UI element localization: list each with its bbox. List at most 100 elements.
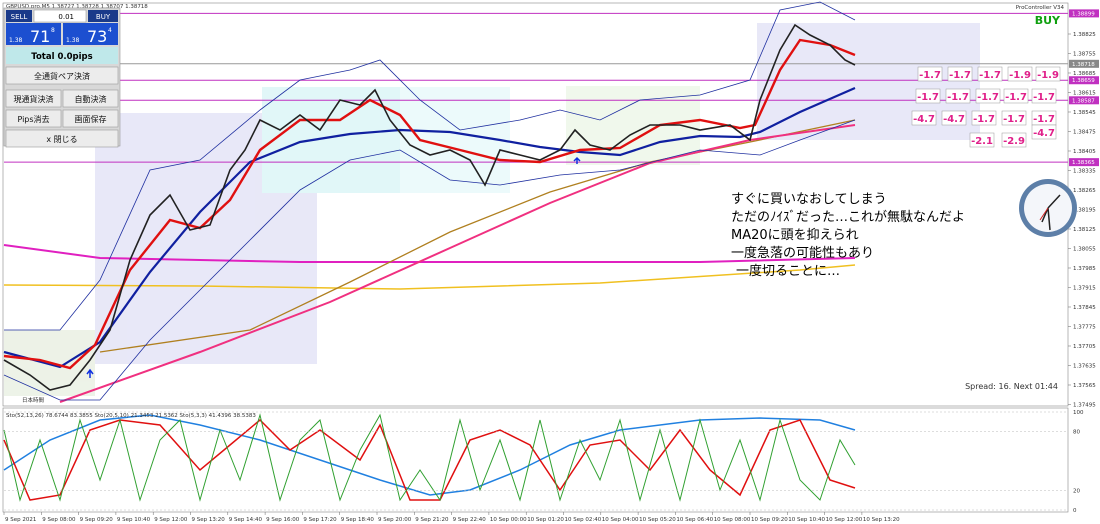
time-tick-label: 9 Sep 22:40 bbox=[453, 517, 487, 523]
pips-box bbox=[1031, 88, 1057, 104]
panel-button[interactable] bbox=[5, 109, 62, 128]
pips-value: -4.7 bbox=[913, 114, 935, 125]
lot-input[interactable] bbox=[33, 9, 87, 23]
time-tick-label: 9 Sep 2021 bbox=[5, 517, 36, 523]
panel-button-label: 現通貨決済 bbox=[14, 94, 54, 104]
time-tick-label: 10 Sep 12:00 bbox=[826, 517, 863, 523]
buy-button[interactable] bbox=[88, 10, 118, 22]
zone bbox=[262, 87, 400, 193]
level-tag-label: 1.38365 bbox=[1072, 160, 1095, 166]
price-tick-label: 1.37705 bbox=[1073, 344, 1096, 350]
pips-value: -4.7 bbox=[943, 114, 965, 125]
time-tick-label: 9 Sep 12:00 bbox=[154, 517, 188, 523]
buy-arrow bbox=[573, 156, 581, 164]
zone bbox=[400, 87, 510, 193]
pips-box bbox=[1035, 66, 1061, 82]
pips-box bbox=[911, 110, 937, 126]
pips-value: -1.7 bbox=[973, 114, 995, 125]
ask-sup: 4 bbox=[108, 27, 112, 34]
price-tick-label: 1.38755 bbox=[1073, 51, 1096, 57]
pips-value: -1.7 bbox=[1003, 114, 1025, 125]
level-tag-label: 1.38718 bbox=[1072, 62, 1095, 68]
osc-tick-label: 0 bbox=[1073, 508, 1077, 514]
time-tick-label: 9 Sep 13:20 bbox=[192, 517, 226, 523]
time-tick-label: 9 Sep 20:00 bbox=[378, 517, 412, 523]
price-line bbox=[3, 23, 856, 391]
pips-value: -1.7 bbox=[977, 92, 999, 103]
panel-button[interactable] bbox=[5, 129, 119, 148]
oscillator-lines bbox=[3, 413, 856, 502]
pips-box bbox=[917, 66, 943, 82]
level-tag-label: 1.38899 bbox=[1072, 11, 1095, 17]
annotation-line: MA20に頭を抑えられ bbox=[731, 228, 859, 243]
symbol-info: GBPUSD.pro,M5 1.38727 1.38728 1.38707 1.… bbox=[6, 4, 148, 10]
lot-value: 0.01 bbox=[58, 13, 74, 21]
pips-box bbox=[969, 132, 995, 148]
pips-value: -1.7 bbox=[919, 70, 941, 81]
level-tag-label: 1.38659 bbox=[1072, 78, 1095, 84]
oscillator-pane bbox=[2, 407, 1069, 513]
oscillator-header: Sto(52,13,26) 78.6744 83.3855 Sto(20,5,1… bbox=[6, 413, 256, 419]
indicators bbox=[3, 1, 856, 403]
panel-button-label: 全通貨ペア決済 bbox=[34, 71, 90, 81]
pips-value: -1.7 bbox=[979, 70, 1001, 81]
time-tick-label: 10 Sep 01:20 bbox=[527, 517, 564, 523]
pips-value: -1.7 bbox=[949, 70, 971, 81]
ask-box[interactable] bbox=[63, 23, 118, 45]
osc-tick-label: 80 bbox=[1073, 430, 1080, 436]
pips-value: -1.7 bbox=[1033, 92, 1055, 103]
pips-value: -1.7 bbox=[1033, 114, 1055, 125]
timezone-label: 日本時間 bbox=[22, 396, 45, 404]
ma-yellow bbox=[3, 264, 856, 290]
level-tag bbox=[1069, 76, 1099, 85]
pips-value: -1.7 bbox=[947, 92, 969, 103]
buy-label: BUY bbox=[96, 13, 111, 21]
time-tick-label: 9 Sep 08:00 bbox=[42, 517, 76, 523]
indicator-name: ProController V34 bbox=[1016, 5, 1065, 11]
panel-button[interactable] bbox=[5, 66, 119, 85]
panel-button-label: 画面保存 bbox=[75, 114, 107, 124]
sto-slow bbox=[3, 414, 856, 496]
pips-value: -2.9 bbox=[1003, 136, 1025, 147]
price-tick-label: 1.38825 bbox=[1073, 32, 1096, 38]
panel-button-label: Pips消去 bbox=[17, 114, 49, 124]
panel-button[interactable] bbox=[62, 89, 119, 108]
panel-button-label: 自動決済 bbox=[75, 94, 107, 104]
signal: BUY bbox=[1035, 14, 1061, 27]
time-tick-label: 10 Sep 09:20 bbox=[751, 517, 788, 523]
panel-button[interactable] bbox=[5, 89, 62, 108]
pips-value: -1.7 bbox=[1005, 92, 1027, 103]
time-tick-label: 9 Sep 09:20 bbox=[80, 517, 114, 523]
price-tick-label: 1.38335 bbox=[1073, 168, 1096, 174]
time-tick-label: 10 Sep 13:20 bbox=[863, 517, 900, 523]
price-tick-label: 1.37495 bbox=[1073, 402, 1096, 408]
price-tick-label: 1.38615 bbox=[1073, 90, 1096, 96]
time-tick-label: 10 Sep 04:00 bbox=[602, 517, 639, 523]
time-tick-label: 10 Sep 10:40 bbox=[788, 517, 825, 523]
ma-pink bbox=[59, 124, 856, 403]
panel-button[interactable] bbox=[62, 109, 119, 128]
price-tick-label: 1.38195 bbox=[1073, 207, 1096, 213]
pips-box bbox=[1031, 124, 1057, 140]
price-tick-label: 1.37985 bbox=[1073, 266, 1096, 272]
price-tick-label: 1.38545 bbox=[1073, 110, 1096, 116]
time-tick-label: 10 Sep 02:40 bbox=[565, 517, 602, 523]
time-tick-label: 9 Sep 16:00 bbox=[266, 517, 300, 523]
ask-prefix: 1.38 bbox=[66, 37, 80, 44]
clock-second bbox=[1039, 207, 1049, 221]
pips-value: -1.7 bbox=[917, 92, 939, 103]
annotation-line: すぐに買いなおしてしまう bbox=[731, 192, 887, 207]
bid-box[interactable] bbox=[6, 23, 61, 45]
pips-box bbox=[1001, 132, 1027, 148]
price-tick-label: 1.38055 bbox=[1073, 246, 1096, 252]
ma-long bbox=[3, 244, 856, 263]
pips-box bbox=[945, 88, 971, 104]
sell-label: SELL bbox=[11, 13, 28, 21]
pips-box bbox=[975, 88, 1001, 104]
pips-box bbox=[915, 88, 941, 104]
sell-button[interactable] bbox=[6, 10, 32, 22]
pips-value: -1.9 bbox=[1009, 70, 1031, 81]
